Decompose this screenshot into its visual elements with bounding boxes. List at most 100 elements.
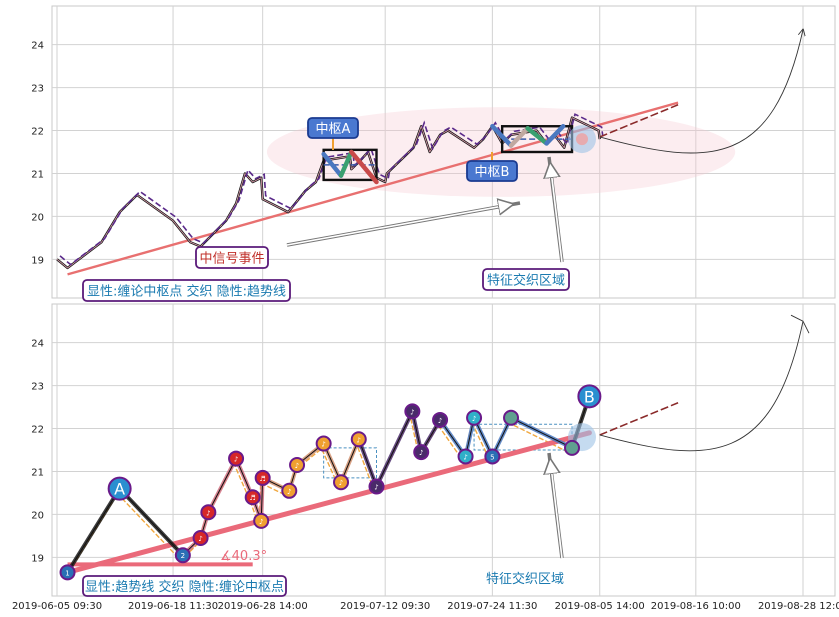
point-marker (484, 448, 501, 465)
bottom-extension-dashed (599, 402, 679, 436)
point-marker (368, 478, 385, 495)
price-line-overlay (56, 117, 601, 269)
point-label: 5 (490, 453, 494, 461)
point-marker (192, 530, 209, 547)
zhongshu-segment (544, 123, 566, 146)
caption-top-text: 显性:缠论中枢点 交织 隐性:趋势线 (87, 284, 286, 300)
zone-arrow-bottom (550, 458, 563, 559)
zone-label-bottom: 特征交织区域 (486, 571, 564, 587)
point-marker (350, 431, 367, 448)
zhongshu-a-label: 中枢A (307, 117, 359, 139)
zone-label-top: 特征交织区域 (482, 268, 570, 291)
point-marker (200, 504, 217, 521)
point-marker (466, 409, 483, 426)
caption-top-box (82, 279, 291, 302)
point-label: ♪ (374, 484, 378, 492)
bottom-y-tick-label: 21 (31, 467, 44, 478)
point-label: ♪ (295, 462, 299, 470)
bottom-y-tick-label: 20 (31, 510, 44, 521)
point-marker (244, 489, 261, 506)
x-tick-label: 2019-08-16 10:00 (651, 601, 741, 612)
point-label: ♪ (321, 441, 325, 449)
top-interlace-core (575, 133, 588, 146)
point-marker (228, 450, 245, 467)
zhongshu-segment (349, 149, 379, 185)
point-marker (404, 403, 421, 420)
bottom-y-tick-label: 22 (31, 425, 44, 436)
point-label: ♪ (259, 518, 263, 526)
point-label: ♪ (410, 408, 414, 416)
point-label: A (114, 480, 125, 499)
top-projection-arrow (599, 30, 803, 154)
signal-arrow (286, 204, 514, 246)
point-label: ♪ (287, 488, 291, 496)
bottom-projection-head (790, 314, 810, 334)
point-marker (564, 439, 581, 456)
point-marker (281, 482, 298, 499)
zhongshu-b-label: 中枢B (466, 160, 518, 182)
x-tick-label: 2019-06-28 14:00 (218, 601, 308, 612)
x-tick-label: 2019-06-18 11:30 (128, 601, 218, 612)
point-label: ♪ (463, 453, 467, 461)
bottom-plot-frame (51, 303, 836, 597)
point-marker (503, 409, 520, 426)
angle-label: ∡40.3° (220, 549, 267, 564)
point-marker (254, 469, 271, 486)
bottom-y-tick-label: 19 (31, 553, 44, 564)
point-marker (432, 411, 449, 428)
point-marker (577, 384, 602, 409)
caption-bottom-box (82, 575, 287, 597)
point-marker (413, 444, 430, 461)
x-tick-label: 2019-06-05 09:30 (12, 601, 102, 612)
point-marker (333, 474, 350, 491)
point-label: 2 (181, 552, 185, 560)
zhongshu-segment (508, 126, 530, 148)
signal-label: 中信号事件 (195, 246, 269, 269)
point-marker (289, 457, 306, 474)
top-y-tick-label: 22 (31, 127, 44, 138)
point-label: ♪ (472, 415, 476, 423)
point-label: ♪ (206, 509, 210, 517)
point-marker (315, 435, 332, 452)
price-dashed-line (59, 113, 604, 266)
bottom-projection-curve (599, 321, 804, 452)
top-extension-dashed (599, 104, 679, 138)
point-marker (457, 448, 474, 465)
x-tick-label: 2019-08-28 12:00 (758, 601, 839, 612)
caption-bottom-text: 显性:趋势线 交织 隐性:缠论中枢点 (85, 579, 284, 595)
top-y-tick-label: 20 (31, 212, 44, 223)
top-y-tick-label: 21 (31, 169, 44, 180)
point-marker (107, 476, 132, 501)
signal-label-box (195, 246, 269, 269)
point-label: ♪ (234, 456, 238, 464)
zhongshu-segment (321, 151, 344, 178)
zone-label-top-text: 特征交织区域 (487, 273, 565, 289)
point-label: ♬ (260, 475, 266, 483)
x-tick-label: 2019-08-05 14:00 (555, 601, 645, 612)
point-marker (253, 512, 270, 529)
bottom-trendline (65, 430, 592, 575)
bottom-zhongshu-box-0 (323, 447, 378, 479)
signal-label-text: 中信号事件 (199, 252, 264, 267)
top-y-tick-label: 24 (31, 41, 44, 52)
zone-label-top-box (482, 268, 570, 291)
zhongshu-a-label-text: 中枢A (316, 122, 351, 137)
zhongshu-b-label-box (466, 160, 518, 182)
zhongshu-segment (490, 123, 514, 148)
x-tick-label: 2019-07-24 11:30 (447, 601, 537, 612)
point-label: B (584, 387, 595, 406)
point-label: ♪ (419, 449, 423, 457)
zhongshu-a-label-box (307, 117, 359, 139)
zhongshu-b-label-text: 中枢B (475, 165, 510, 180)
zhongshu-segment (338, 149, 354, 178)
point-label: ♬ (250, 494, 256, 502)
top-y-tick-label: 23 (31, 84, 44, 95)
point-label: ♪ (339, 479, 343, 487)
zone-arrow-top (550, 162, 563, 263)
point-marker (174, 547, 191, 564)
point-label: ♪ (438, 417, 442, 425)
bottom-y-tick-label: 24 (31, 339, 44, 350)
point-marker (59, 564, 76, 581)
zhongshu-segment (525, 126, 549, 146)
